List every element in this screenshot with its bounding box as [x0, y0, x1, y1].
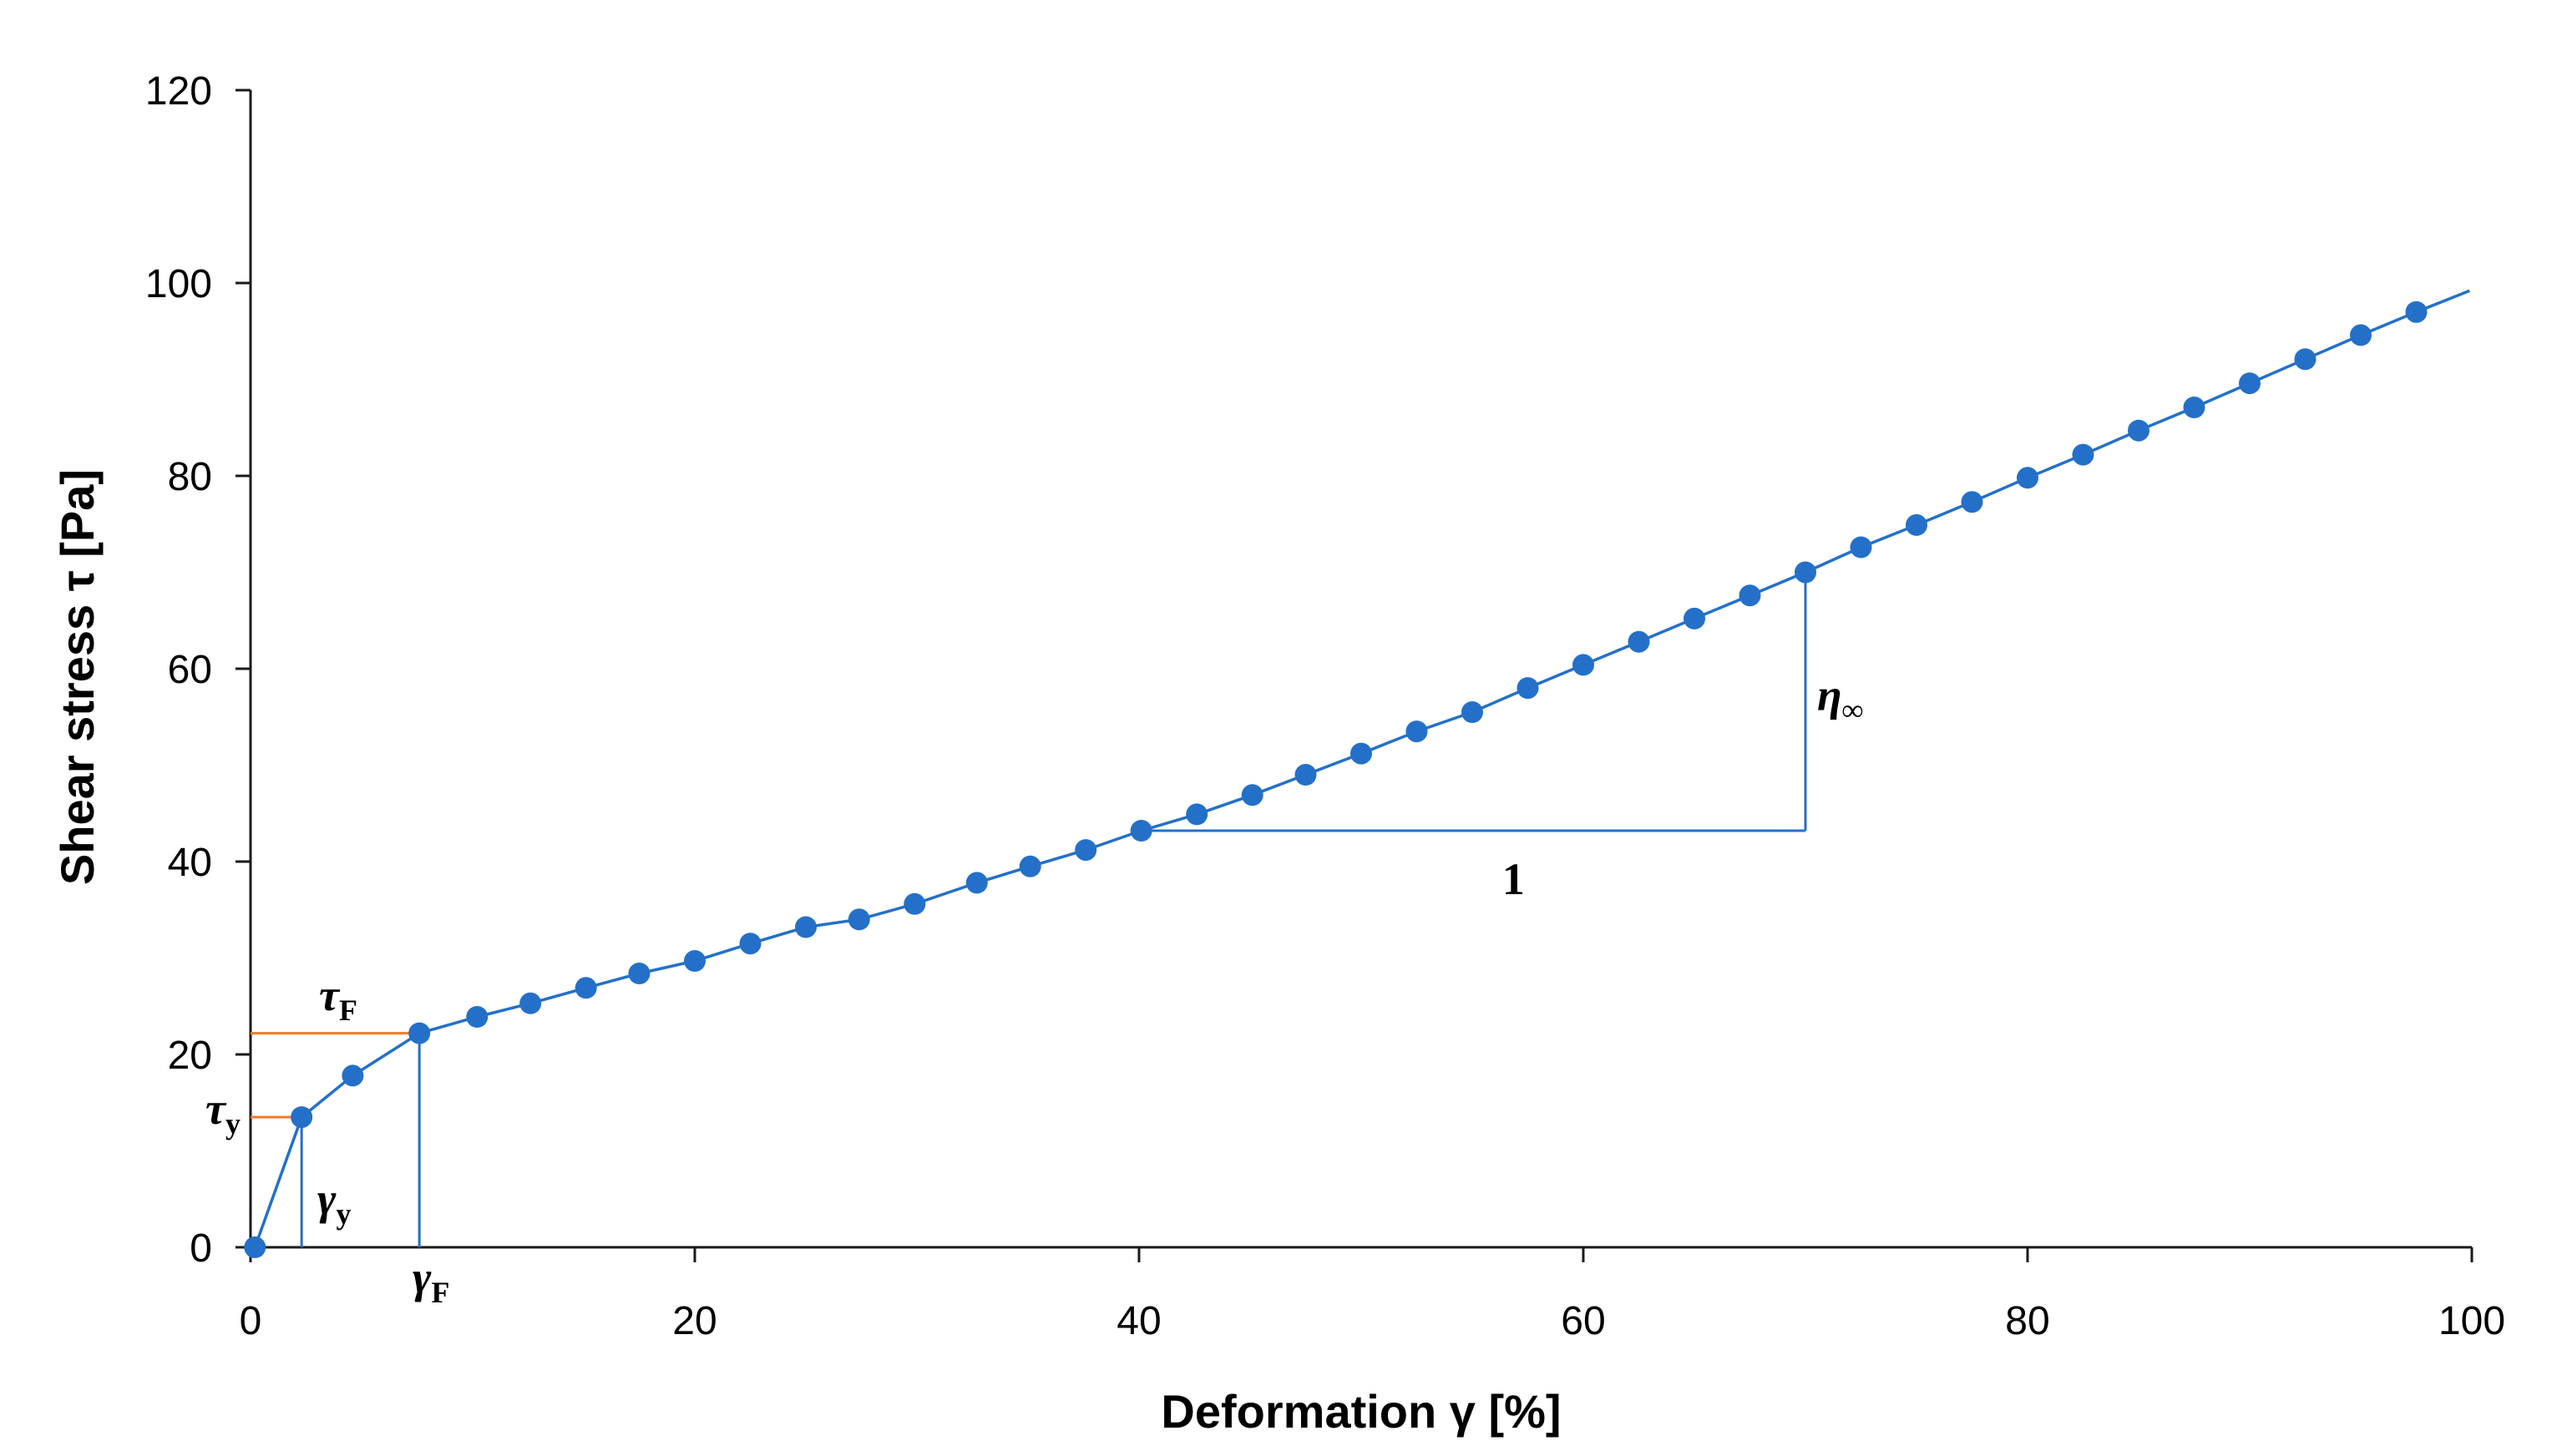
data-point: [1795, 561, 1816, 584]
data-point: [1241, 784, 1263, 806]
tau-f-label-symbol: τ: [319, 970, 341, 1020]
gamma-f-label: γF: [413, 1252, 449, 1309]
y-tick-label: 20: [168, 1034, 212, 1078]
y-tick-label: 40: [168, 841, 212, 885]
data-point: [628, 963, 651, 984]
data-point: [904, 892, 926, 915]
y-tick-label: 60: [168, 648, 212, 692]
gamma-f-label-symbol: γ: [413, 1252, 432, 1302]
data-point: [2239, 372, 2261, 395]
data-point: [739, 933, 762, 955]
data-point: [1350, 742, 1372, 765]
data-point: [1516, 677, 1539, 700]
data-point: [466, 1006, 489, 1028]
data-point: [1961, 491, 1983, 513]
data-point: [575, 977, 597, 999]
x-tick-label: 60: [1561, 1299, 1605, 1343]
data-point: [1019, 855, 1041, 877]
slope-run-label: 1: [1502, 854, 1525, 904]
data-point: [2072, 443, 2094, 466]
data-point: [342, 1064, 364, 1087]
data-point: [2017, 467, 2038, 489]
data-point: [2405, 301, 2428, 323]
data-point: [1684, 607, 1705, 629]
tau-f-label-subscript: F: [339, 993, 357, 1027]
data-point: [1294, 764, 1317, 786]
data-point: [1130, 820, 1152, 842]
x-tick-label: 0: [240, 1299, 262, 1343]
data-point: [1075, 839, 1097, 862]
data-point: [2350, 324, 2372, 346]
data-point: [1906, 513, 1927, 536]
data-point: [244, 1236, 266, 1258]
x-tick-label: 40: [1116, 1299, 1161, 1343]
data-point: [2128, 419, 2149, 442]
series-group: [244, 289, 2470, 1258]
data-point: [1628, 630, 1650, 653]
slope-eta-label-symbol: η: [1817, 670, 1842, 720]
data-point: [965, 872, 988, 894]
gamma-y-label-subscript: y: [336, 1197, 351, 1231]
data-point: [1186, 803, 1208, 826]
x-tick-label: 80: [2005, 1299, 2049, 1343]
tau-y-label: τy: [205, 1084, 241, 1140]
data-point: [1572, 654, 1594, 676]
data-point: [684, 950, 706, 972]
y-tick-label: 0: [190, 1226, 212, 1271]
data-point: [408, 1022, 431, 1044]
slope-eta-label-subscript: ∞: [1842, 693, 1864, 726]
data-point: [1405, 720, 1428, 743]
data-point: [795, 916, 817, 938]
y-tick-label: 80: [168, 455, 212, 499]
tau-y-label-subscript: y: [225, 1107, 241, 1140]
data-point: [291, 1106, 313, 1129]
data-point: [1850, 536, 1872, 559]
x-axis-ticks: 0 20 40 60 80 100: [240, 1247, 2505, 1343]
slope-eta-label: η∞: [1817, 670, 1863, 726]
gamma-f-label-subscript: F: [431, 1276, 449, 1309]
data-point: [2183, 397, 2205, 418]
data-point: [519, 992, 542, 1014]
gamma-y-label: γy: [317, 1174, 351, 1231]
gamma-y-label-symbol: γ: [317, 1174, 337, 1224]
x-tick-label: 100: [2438, 1299, 2505, 1343]
data-point: [1461, 701, 1483, 723]
x-tick-label: 20: [672, 1299, 716, 1343]
x-axis-title: Deformation γ [%]: [1161, 1385, 1561, 1438]
y-axis-title: Shear stress τ [Pa]: [51, 469, 104, 885]
annotation-lines: [251, 572, 1807, 1247]
y-tick-label: 100: [145, 262, 212, 306]
data-point: [1739, 584, 1761, 607]
data-point: [848, 908, 870, 931]
tau-y-label-symbol: τ: [205, 1084, 227, 1134]
data-point: [2294, 348, 2316, 371]
y-axis-ticks: 0 20 40 60 80 100 120: [145, 69, 251, 1271]
y-tick-label: 120: [145, 69, 212, 114]
tau-f-label: τF: [319, 970, 357, 1027]
